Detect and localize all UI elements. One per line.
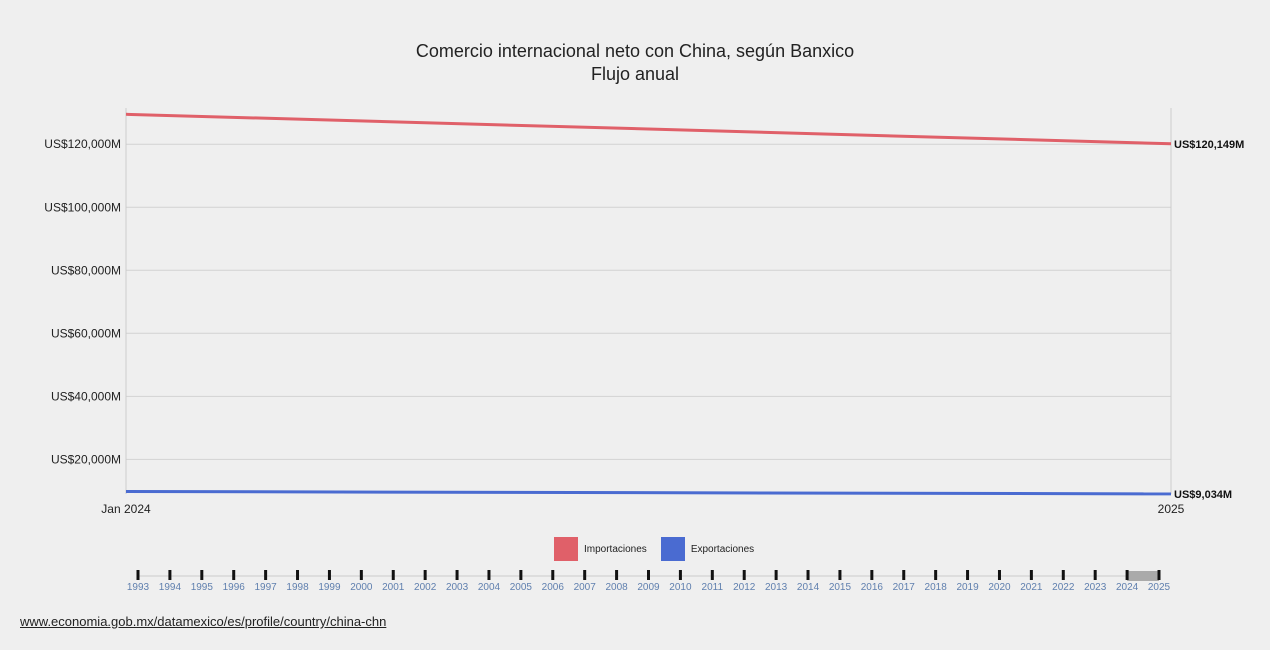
timeline-year-label[interactable]: 2007 [574,582,597,593]
timeline-tick[interactable] [583,570,587,580]
end-label-importaciones: US$120,149M [1174,139,1244,151]
timeline-tick[interactable] [710,570,714,580]
timeline-year-label[interactable]: 1996 [223,582,246,593]
chart-axes [125,108,1172,494]
timeline-year-label[interactable]: 2009 [637,582,660,593]
timeline-tick[interactable] [934,570,938,580]
end-label-exportaciones: US$9,034M [1174,489,1232,501]
timeline-year-label[interactable]: 2023 [1084,582,1107,593]
timeline-tick[interactable] [615,570,619,580]
timeline-tick[interactable] [1029,570,1033,580]
legend-label-importaciones: Importaciones [584,543,647,555]
y-tick-label: US$20,000M [51,452,121,466]
y-tick-label: US$120,000M [44,137,121,151]
timeline-year-label[interactable]: 1998 [286,582,309,593]
x-tick-label: 2025 [1158,502,1185,516]
timeline-tick[interactable] [232,570,236,580]
timeline-year-label[interactable]: 2008 [605,582,628,593]
timeline-year-label[interactable]: 1993 [127,582,150,593]
timeline-year-label[interactable]: 2017 [893,582,916,593]
series-end-labels: US$120,149M US$9,034M [1174,139,1244,501]
y-tick-label: US$80,000M [51,263,121,277]
timeline-tick[interactable] [391,570,395,580]
timeline-year-label[interactable]: 1997 [255,582,278,593]
timeline-year-label[interactable]: 2003 [446,582,469,593]
timeline-year-label[interactable]: 2013 [765,582,788,593]
grid-lines [126,143,1171,460]
legend-swatch-importaciones [554,537,578,561]
timeline-tick[interactable] [359,570,363,580]
y-tick-label: US$100,000M [44,200,121,214]
chart-title: Comercio internacional neto con China, s… [415,41,855,61]
timeline-tick[interactable] [455,570,459,580]
timeline-year-label[interactable]: 2021 [1020,582,1043,593]
chart-title-block: Comercio internacional neto con China, s… [0,40,1270,86]
timeline-year-label[interactable]: 2005 [510,582,533,593]
timeline-year-label[interactable]: 2016 [861,582,884,593]
timeline-year-label[interactable]: 2002 [414,582,437,593]
timeline-tick[interactable] [487,570,491,580]
timeline-tick[interactable] [1157,570,1161,580]
timeline-tick[interactable] [1061,570,1065,580]
timeline-year-label[interactable]: 2011 [702,582,724,593]
timeline-tick[interactable] [1093,570,1097,580]
timeline-tick[interactable] [774,570,778,580]
legend-item-exportaciones[interactable]: Exportaciones [660,537,755,561]
timeline-tick[interactable] [742,570,746,580]
timeline-tick[interactable] [519,570,523,580]
legend-item-importaciones[interactable]: Importaciones [554,537,647,561]
timeline-year-label[interactable]: 1994 [159,582,182,593]
series-lines [125,112,1172,496]
y-axis-labels: US$20,000M US$40,000M US$60,000M US$80,000M… [44,137,121,466]
series-line-importaciones [125,112,1172,146]
legend-swatch-exportaciones [660,537,685,561]
timeline-year-label[interactable]: 1999 [318,582,341,593]
timeline-selection[interactable] [1127,571,1159,581]
source-link[interactable]: www.economia.gob.mx/datamexico/es/profil… [20,614,387,629]
legend-label-exportaciones: Exportaciones [690,543,755,555]
timeline-year-label[interactable]: 2018 [925,582,948,593]
y-tick-label: US$60,000M [51,326,121,340]
timeline-year-label[interactable]: 2004 [478,582,501,593]
timeline-tick[interactable] [327,570,331,580]
timeline-tick[interactable] [647,570,650,580]
timeline-tick[interactable] [678,570,682,580]
timeline-tick[interactable] [902,570,906,580]
timeline-tick[interactable] [870,570,874,580]
timeline-tick[interactable] [966,570,970,580]
x-axis-labels: Jan 2024 2025 [101,502,1184,516]
timeline-year-label[interactable]: 2024 [1116,582,1139,593]
timeline-tick[interactable] [1125,570,1129,580]
timeline-year-label[interactable]: 2010 [669,582,692,593]
timeline-year-label[interactable]: 2025 [1148,582,1171,593]
y-tick-label: US$40,000M [51,389,121,403]
timeline-tick[interactable] [296,570,300,580]
x-tick-label: Jan 2024 [101,502,151,516]
timeline-tick[interactable] [200,570,204,580]
timeline-tick[interactable] [551,570,555,580]
timeline-tick[interactable] [806,570,810,580]
timeline-year-label[interactable]: 1995 [191,582,214,593]
timeline-year-label[interactable]: 2022 [1052,582,1075,593]
timeline-tick[interactable] [168,570,172,580]
timeline-year-label[interactable]: 2014 [797,582,820,593]
timeline-year-label[interactable]: 2001 [382,582,405,593]
timeline-year-label[interactable]: 2020 [988,582,1011,593]
timeline-year-label[interactable]: 2000 [350,582,373,593]
timeline-tick[interactable] [423,570,427,580]
timeline-year-label[interactable]: 2019 [956,582,979,593]
timeline-tick[interactable] [838,570,842,580]
series-line-exportaciones [125,489,1172,496]
timeline-tick[interactable] [136,570,140,580]
year-timeline[interactable]: 1993 1994 1995 1996 1997 1998 1999 2000 2001 2002… [127,570,1171,593]
timeline-year-label[interactable]: 2012 [733,582,756,593]
timeline-year-label[interactable]: 2006 [542,582,565,593]
timeline-tick[interactable] [264,570,268,580]
chart-subtitle: Flujo anual [590,64,680,84]
timeline-year-label[interactable]: 2015 [829,582,852,593]
timeline-tick[interactable] [997,570,1001,580]
chart-legend: Importaciones Exportaciones [554,537,754,561]
